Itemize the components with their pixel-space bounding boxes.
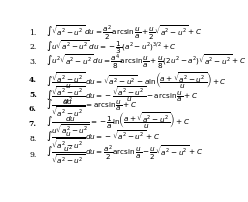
Text: 4.: 4. [29,76,37,83]
Text: 9.: 9. [30,150,37,158]
Text: $\int \dfrac{\sqrt{a^2-u^2}}{u}\,du = \sqrt{a^2-u^2} - a\ln\!\left(\dfrac{a+\sqr: $\int \dfrac{\sqrt{a^2-u^2}}{u}\,du = \s… [46,69,227,89]
Text: 7.: 7. [29,119,37,127]
Text: $\int \dfrac{du}{\sqrt{a^2-u^2}} = \arcsin\dfrac{u}{a} + C$: $\int \dfrac{du}{\sqrt{a^2-u^2}} = \arcs… [46,98,138,119]
Text: 2.: 2. [30,43,37,51]
Text: $\int \dfrac{u^2}{\sqrt{a^2-u^2}}\,du = \dfrac{a^2}{2}\arcsin\dfrac{u}{a} - \dfr: $\int \dfrac{u^2}{\sqrt{a^2-u^2}}\,du = … [46,142,204,166]
Text: $\int u\sqrt{a^2-u^2}\,du = -\dfrac{1}{3}(a^2-u^2)^{3/2} + C$: $\int u\sqrt{a^2-u^2}\,du = -\dfrac{1}{3… [46,38,177,56]
Text: 8.: 8. [30,135,37,143]
Text: 3.: 3. [30,58,37,66]
Text: $\int u^2\sqrt{a^2-u^2}\,du = \dfrac{a^4}{8}\arcsin\dfrac{u}{a} + \dfrac{u}{8}(2: $\int u^2\sqrt{a^2-u^2}\,du = \dfrac{a^4… [46,53,247,71]
Text: $\int \dfrac{\sqrt{a^2-u^2}}{u^2}\,du = -\dfrac{\sqrt{a^2-u^2}}{u} - \arcsin\dfr: $\int \dfrac{\sqrt{a^2-u^2}}{u^2}\,du = … [46,84,199,106]
Text: 1.: 1. [30,29,37,37]
Text: 5.: 5. [29,91,37,99]
Text: $\int \dfrac{du}{u\sqrt{a^2-u^2}} = -\dfrac{1}{a}\ln\!\left(\dfrac{a+\sqrt{a^2-u: $\int \dfrac{du}{u\sqrt{a^2-u^2}} = -\df… [46,110,190,136]
Text: $\int \dfrac{u}{\sqrt{a^2-u^2}}\,du = -\sqrt{a^2-u^2} + C$: $\int \dfrac{u}{\sqrt{a^2-u^2}}\,du = -\… [46,127,160,150]
Text: $\int \sqrt{a^2-u^2}\,du = \dfrac{a^2}{2}\arcsin\dfrac{u}{a} + \dfrac{u}{2}\sqrt: $\int \sqrt{a^2-u^2}\,du = \dfrac{a^2}{2… [46,24,203,42]
Text: 6.: 6. [29,104,37,112]
